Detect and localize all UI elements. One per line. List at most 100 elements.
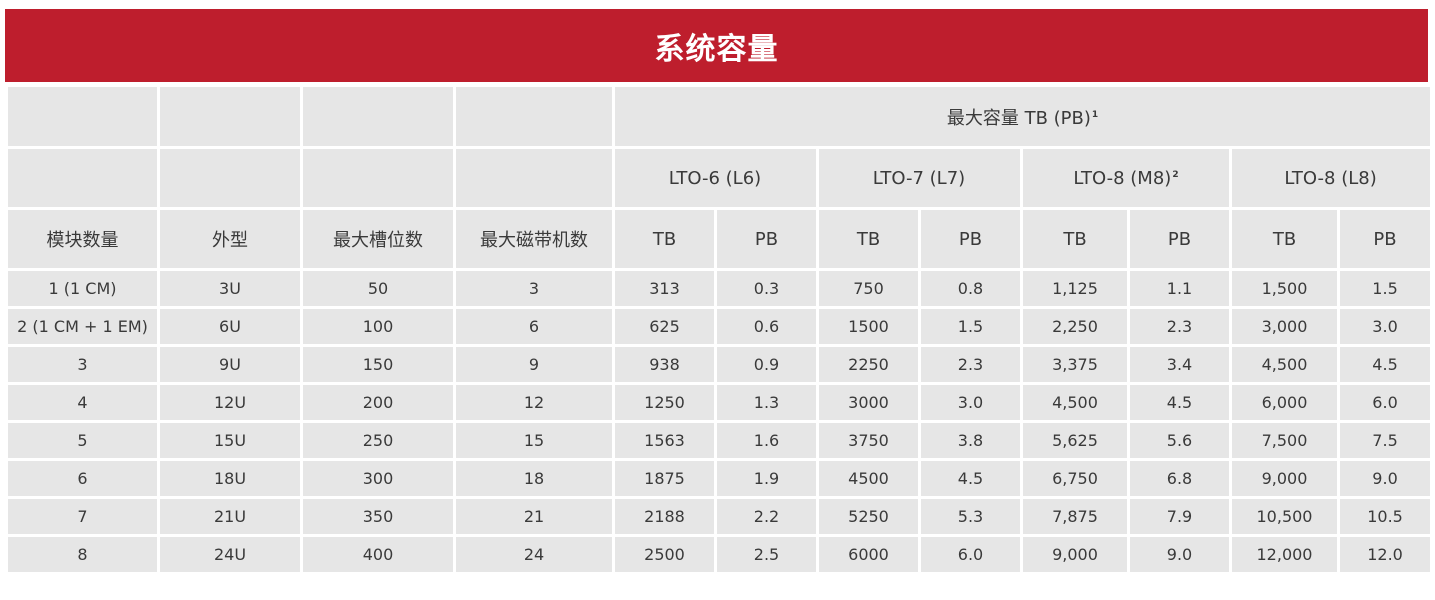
header-generation-lto8-m8: LTO-8 (M8)2	[1023, 149, 1229, 207]
header-generation-lto8-l8: LTO-8 (L8)	[1232, 149, 1431, 207]
header-module-count: 模块数量	[8, 210, 157, 268]
table-cell: 2 (1 CM + 1 EM)	[8, 309, 157, 344]
table-cell: 10,500	[1232, 499, 1337, 534]
table-cell: 750	[819, 271, 918, 306]
table-cell: 100	[303, 309, 453, 344]
footnote-marker: 1	[1091, 109, 1099, 120]
table-cell: 18	[456, 461, 612, 496]
table-cell: 7.9	[1130, 499, 1229, 534]
table-cell: 250	[303, 423, 453, 458]
table-cell: 1500	[819, 309, 918, 344]
table-cell: 3.4	[1130, 347, 1229, 382]
capacity-table: 最大容量 TB (PB)1 LTO-6 (L6) LTO-7 (L7) LTO-…	[5, 84, 1433, 575]
header-max-drives-mid	[456, 149, 612, 207]
header-pb: PB	[717, 210, 816, 268]
header-form-factor: 外型	[160, 210, 300, 268]
table-cell: 3	[456, 271, 612, 306]
table-cell: 4.5	[921, 461, 1020, 496]
table-cell: 1.5	[1340, 271, 1431, 306]
table-cell: 1.3	[717, 385, 816, 420]
table-cell: 2.3	[1130, 309, 1229, 344]
table-cell: 1 (1 CM)	[8, 271, 157, 306]
header-form-factor-mid	[160, 149, 300, 207]
header-generation-lto6: LTO-6 (L6)	[615, 149, 816, 207]
table-cell: 0.6	[717, 309, 816, 344]
table-row: 8 24U 400 24 2500 2.5 6000 6.0 9,000 9.0 12,000 12.…	[8, 537, 1431, 572]
table-cell: 6	[8, 461, 157, 496]
table-cell: 4.5	[1340, 347, 1431, 382]
table-cell: 3,375	[1023, 347, 1127, 382]
footnote-marker: 2	[1172, 169, 1179, 180]
header-max-capacity: 最大容量 TB (PB)1	[615, 87, 1431, 146]
table-cell: 1563	[615, 423, 714, 458]
table-cell: 6U	[160, 309, 300, 344]
table-cell: 2500	[615, 537, 714, 572]
table-cell: 938	[615, 347, 714, 382]
table-cell: 4500	[819, 461, 918, 496]
table-cell: 4	[8, 385, 157, 420]
table-cell: 21	[456, 499, 612, 534]
table-cell: 7.5	[1340, 423, 1431, 458]
header-max-slots: 最大槽位数	[303, 210, 453, 268]
table-cell: 2.3	[921, 347, 1020, 382]
table-cell: 9.0	[1340, 461, 1431, 496]
table-cell: 21U	[160, 499, 300, 534]
table-cell: 15	[456, 423, 612, 458]
header-form-factor-top	[160, 87, 300, 146]
header-row-1: 最大容量 TB (PB)1	[8, 87, 1431, 146]
table-cell: 3U	[160, 271, 300, 306]
table-cell: 12,000	[1232, 537, 1337, 572]
table-cell: 3,000	[1232, 309, 1337, 344]
header-pb: PB	[1130, 210, 1229, 268]
table-cell: 0.9	[717, 347, 816, 382]
table-cell: 5.6	[1130, 423, 1229, 458]
table-cell: 200	[303, 385, 453, 420]
header-max-slots-top	[303, 87, 453, 146]
table-cell: 6	[456, 309, 612, 344]
table-cell: 18U	[160, 461, 300, 496]
table-cell: 3750	[819, 423, 918, 458]
table-cell: 24U	[160, 537, 300, 572]
table-cell: 9	[456, 347, 612, 382]
table-cell: 5,625	[1023, 423, 1127, 458]
table-cell: 15U	[160, 423, 300, 458]
table-row: 5 15U 250 15 1563 1.6 3750 3.8 5,625 5.6 7,500 7.5	[8, 423, 1431, 458]
header-tb: TB	[1232, 210, 1337, 268]
table-cell: 313	[615, 271, 714, 306]
title-banner: 系统容量	[5, 9, 1428, 82]
table-cell: 5.3	[921, 499, 1020, 534]
table-cell: 3.8	[921, 423, 1020, 458]
table-cell: 6.0	[921, 537, 1020, 572]
table-cell: 1,500	[1232, 271, 1337, 306]
header-row-3: 模块数量 外型 最大槽位数 最大磁带机数 TB PB TB PB TB PB T…	[8, 210, 1431, 268]
table-cell: 6.0	[1340, 385, 1431, 420]
table-cell: 9,000	[1023, 537, 1127, 572]
table-cell: 2.5	[717, 537, 816, 572]
header-module-count-mid	[8, 149, 157, 207]
table-cell: 1.6	[717, 423, 816, 458]
table-cell: 1,125	[1023, 271, 1127, 306]
table-row: 1 (1 CM) 3U 50 3 313 0.3 750 0.8 1,125 1.1 1,500 1.…	[8, 271, 1431, 306]
table-row: 7 21U 350 21 2188 2.2 5250 5.3 7,875 7.9 10,500 10.…	[8, 499, 1431, 534]
table-cell: 1875	[615, 461, 714, 496]
table-cell: 24	[456, 537, 612, 572]
header-generation-lto7: LTO-7 (L7)	[819, 149, 1020, 207]
table-cell: 2250	[819, 347, 918, 382]
header-max-drives-top	[456, 87, 612, 146]
table-cell: 50	[303, 271, 453, 306]
table-cell: 3000	[819, 385, 918, 420]
table-row: 4 12U 200 12 1250 1.3 3000 3.0 4,500 4.5 6,000 6.0	[8, 385, 1431, 420]
table-cell: 7	[8, 499, 157, 534]
table-row: 3 9U 150 9 938 0.9 2250 2.3 3,375 3.4 4,500 4.5	[8, 347, 1431, 382]
table-cell: 6.8	[1130, 461, 1229, 496]
table-cell: 3.0	[921, 385, 1020, 420]
table-cell: 9.0	[1130, 537, 1229, 572]
header-tb: TB	[615, 210, 714, 268]
table-cell: 7,875	[1023, 499, 1127, 534]
table-cell: 6,750	[1023, 461, 1127, 496]
header-pb: PB	[921, 210, 1020, 268]
table-cell: 7,500	[1232, 423, 1337, 458]
table-cell: 4,500	[1232, 347, 1337, 382]
table-cell: 1250	[615, 385, 714, 420]
table-cell: 12	[456, 385, 612, 420]
